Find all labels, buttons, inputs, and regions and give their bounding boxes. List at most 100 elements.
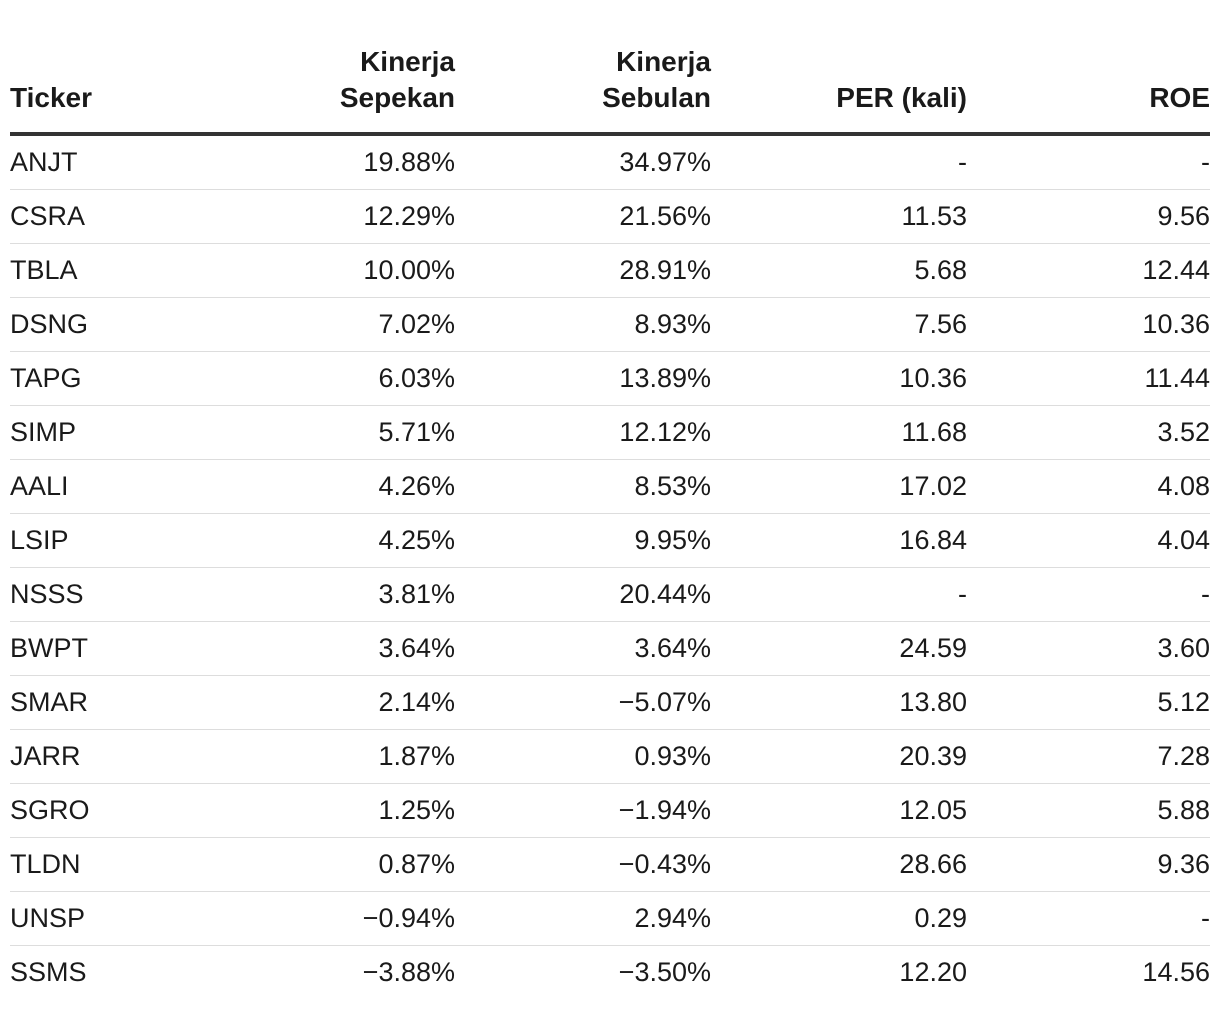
- header-weekly-performance: Kinerja Sepekan: [200, 40, 455, 136]
- cell-weekly: 1.87%: [200, 729, 455, 784]
- header-weekly-line1: Kinerja: [360, 46, 455, 77]
- cell-ticker: DSNG: [10, 297, 200, 352]
- table-row: SSMS −3.88% −3.50% 12.20 14.56: [10, 946, 1210, 1000]
- cell-monthly: 9.95%: [455, 513, 711, 568]
- cell-ticker: SIMP: [10, 405, 200, 460]
- cell-per: 5.68: [711, 243, 967, 298]
- cell-ticker: SSMS: [10, 957, 87, 987]
- cell-per: 11.68: [711, 405, 967, 460]
- cell-per: 28.66: [711, 837, 967, 892]
- cell-per: 11.53: [711, 189, 967, 244]
- cell-ticker: NSSS: [10, 567, 200, 622]
- cell-weekly: 6.03%: [200, 351, 455, 406]
- cell-monthly: −0.43%: [455, 837, 711, 892]
- cell-monthly: 8.53%: [455, 459, 711, 514]
- table-row: SMAR 2.14% −5.07% 13.80 5.12: [10, 675, 1210, 730]
- table-row: BWPT 3.64% 3.64% 24.59 3.60: [10, 621, 1210, 676]
- table-row: SIMP 5.71% 12.12% 11.68 3.52: [10, 405, 1210, 460]
- cell-roe: 12.44: [967, 243, 1210, 298]
- cell-roe: 7.28: [967, 729, 1210, 784]
- cell-roe: 4.08: [967, 459, 1210, 514]
- cell-per: 7.56: [711, 297, 967, 352]
- cell-weekly: −0.94%: [200, 891, 455, 946]
- cell-ticker: SMAR: [10, 675, 200, 730]
- cell-ticker: AALI: [10, 459, 200, 514]
- table-row: ANJT 19.88% 34.97% - -: [10, 134, 1210, 190]
- cell-roe: -: [967, 134, 1210, 190]
- table-row: CSRA 12.29% 21.56% 11.53 9.56: [10, 189, 1210, 244]
- table-row: SGRO 1.25% −1.94% 12.05 5.88: [10, 783, 1210, 838]
- cell-ticker: TBLA: [10, 243, 200, 298]
- table-row: TBLA 10.00% 28.91% 5.68 12.44: [10, 243, 1210, 298]
- cell-per: 20.39: [711, 729, 967, 784]
- cell-monthly: 8.93%: [455, 297, 711, 352]
- cell-weekly: 4.25%: [200, 513, 455, 568]
- cell-weekly: 2.14%: [200, 675, 455, 730]
- cell-weekly: 3.81%: [200, 567, 455, 622]
- cell-ticker: UNSP: [10, 891, 200, 946]
- header-ticker-label: Ticker: [10, 82, 92, 113]
- cell-roe: 4.04: [967, 513, 1210, 568]
- cell-roe: 5.12: [967, 675, 1210, 730]
- cell-monthly: 2.94%: [455, 891, 711, 946]
- cell-roe: 5.88: [967, 783, 1210, 838]
- header-monthly-line1: Kinerja: [616, 46, 711, 77]
- cell-weekly: 19.88%: [200, 134, 455, 190]
- cell-per: 24.59: [711, 621, 967, 676]
- table-row: TLDN 0.87% −0.43% 28.66 9.36: [10, 837, 1210, 892]
- cell-weekly: 12.29%: [200, 189, 455, 244]
- cell-per: 12.05: [711, 783, 967, 838]
- header-monthly-performance: Kinerja Sebulan: [455, 40, 711, 136]
- header-per-label: PER (kali): [836, 82, 967, 113]
- cell-weekly: 10.00%: [200, 243, 455, 298]
- table-body: ANJT 19.88% 34.97% - - CSRA 12.29% 21.56…: [10, 134, 1210, 999]
- table-row: UNSP −0.94% 2.94% 0.29 -: [10, 891, 1210, 946]
- cell-per: 0.29: [711, 891, 967, 946]
- header-roe: ROE: [967, 40, 1210, 136]
- cell-monthly: 21.56%: [455, 189, 711, 244]
- cell-ticker: TLDN: [10, 837, 200, 892]
- cell-monthly: 13.89%: [455, 351, 711, 406]
- cell-weekly: 7.02%: [200, 297, 455, 352]
- cell-monthly: 12.12%: [455, 405, 711, 460]
- cell-roe: 3.60: [967, 621, 1210, 676]
- cell-ticker: LSIP: [10, 513, 200, 568]
- cell-roe: 9.36: [967, 837, 1210, 892]
- table-header: Ticker Kinerja Sepekan Kinerja Sebulan P…: [10, 40, 1210, 136]
- header-row: Ticker Kinerja Sepekan Kinerja Sebulan P…: [10, 40, 1210, 136]
- header-roe-label: ROE: [1149, 82, 1210, 113]
- cell-roe: 3.52: [967, 405, 1210, 460]
- table-row: DSNG 7.02% 8.93% 7.56 10.36: [10, 297, 1210, 352]
- table-row: JARR 1.87% 0.93% 20.39 7.28: [10, 729, 1210, 784]
- cell-weekly: −3.88%: [362, 957, 455, 987]
- cell-monthly: 3.64%: [455, 621, 711, 676]
- table-row: LSIP 4.25% 9.95% 16.84 4.04: [10, 513, 1210, 568]
- table-row: TAPG 6.03% 13.89% 10.36 11.44: [10, 351, 1210, 406]
- cell-weekly: 1.25%: [200, 783, 455, 838]
- cell-per: -: [711, 567, 967, 622]
- cell-per: 10.36: [711, 351, 967, 406]
- cell-weekly: 5.71%: [200, 405, 455, 460]
- header-monthly-line2: Sebulan: [602, 82, 711, 113]
- cell-per: -: [711, 134, 967, 190]
- cell-per: 17.02: [711, 459, 967, 514]
- cell-monthly: 20.44%: [455, 567, 711, 622]
- header-weekly-line2: Sepekan: [339, 82, 455, 113]
- header-ticker: Ticker: [10, 40, 200, 136]
- cell-weekly: 4.26%: [200, 459, 455, 514]
- cell-monthly: 28.91%: [455, 243, 711, 298]
- cell-roe: 10.36: [967, 297, 1210, 352]
- cell-ticker: CSRA: [10, 189, 200, 244]
- cell-roe: -: [967, 567, 1210, 622]
- cell-monthly: 34.97%: [455, 134, 711, 190]
- header-per: PER (kali): [711, 40, 967, 136]
- cell-weekly: 3.64%: [200, 621, 455, 676]
- cell-ticker: SGRO: [10, 783, 200, 838]
- cell-ticker: JARR: [10, 729, 200, 784]
- cell-ticker: BWPT: [10, 621, 200, 676]
- cell-per: 16.84: [711, 513, 967, 568]
- cell-ticker: TAPG: [10, 351, 200, 406]
- cell-monthly: −1.94%: [455, 783, 711, 838]
- table-row: AALI 4.26% 8.53% 17.02 4.08: [10, 459, 1210, 514]
- cell-monthly: 0.93%: [455, 729, 711, 784]
